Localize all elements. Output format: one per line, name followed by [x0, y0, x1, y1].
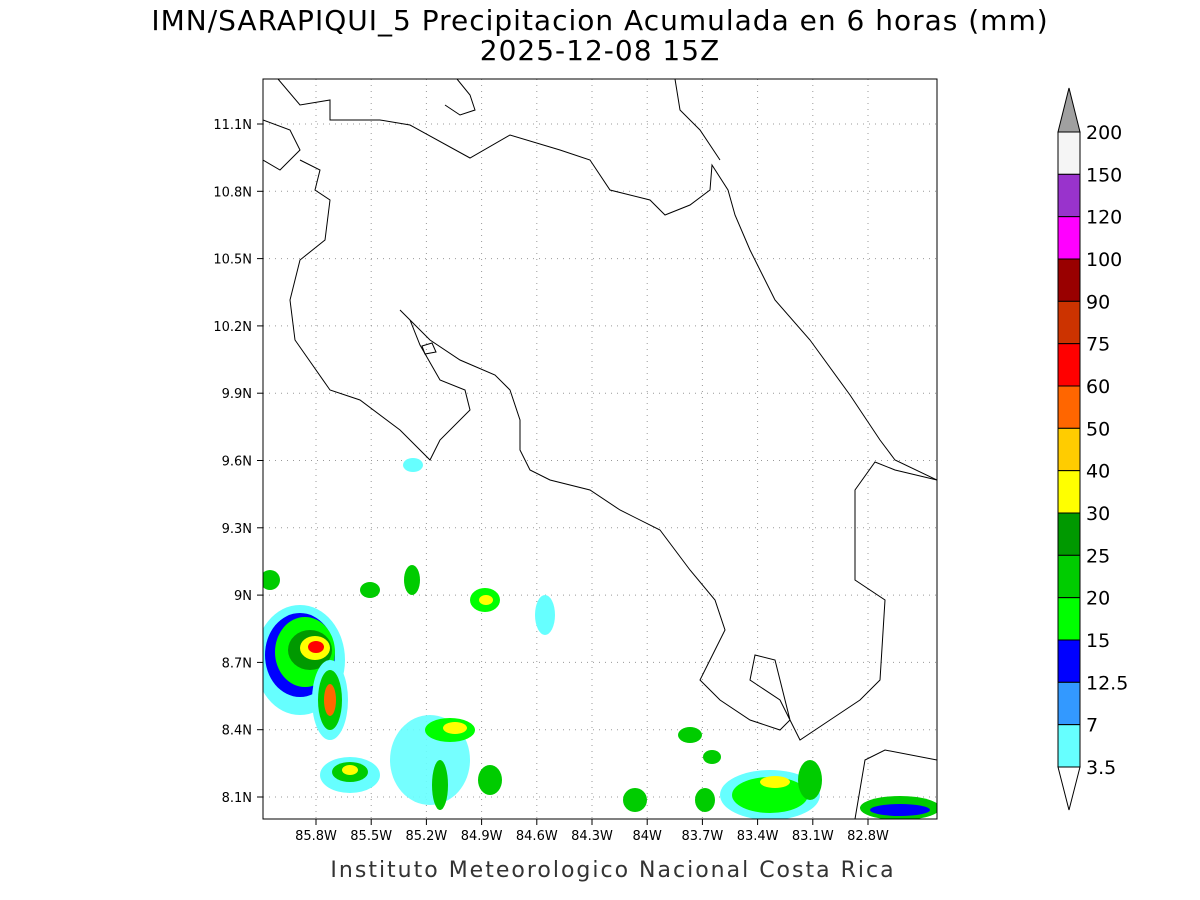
color-box: [1057, 681, 1081, 726]
lat-label: 8.4N: [222, 724, 252, 739]
lat-label: 10.8N: [213, 185, 252, 200]
under-arrow: [1057, 766, 1081, 811]
rain-cell: [263, 458, 937, 819]
colorbar-label: 3.5: [1086, 757, 1116, 779]
colorbar-label: 90: [1086, 291, 1110, 313]
color-box: [1057, 427, 1081, 472]
lat-label: 8.1N: [222, 791, 252, 806]
color-box: [1057, 300, 1081, 345]
precipitation: [263, 458, 937, 819]
lon-label: 85.5W: [350, 829, 392, 844]
color-box: [1057, 385, 1081, 429]
title: IMN/SARAPIQUI_5 Precipitacion Acumulada …: [151, 4, 1048, 37]
map-frame: [262, 78, 938, 820]
lon-label: 82.8W: [847, 829, 889, 844]
subtitle: 2025-12-08 15Z: [480, 34, 720, 67]
lat-label: 9.9N: [222, 387, 252, 402]
lat-label: 8.7N: [222, 656, 252, 671]
color-box: [1057, 173, 1081, 218]
lat-label: 11.1N: [213, 118, 252, 133]
coast: [263, 119, 301, 171]
color-box: [1057, 597, 1081, 641]
colorbar: 200 150 120 100 90 75 60 50 40 30 25 20 15 12.5 7 3.5: [1057, 87, 1128, 811]
colorbar-label: 25: [1086, 545, 1110, 567]
lon-label: 85.8W: [295, 829, 337, 844]
color-box: [1057, 258, 1081, 302]
color-box: [1057, 554, 1081, 599]
lon-label: 84W: [632, 829, 662, 844]
lon-label: 84.3W: [571, 829, 613, 844]
footer: Instituto Meteorologico Nacional Costa R…: [330, 858, 895, 883]
coast: [444, 79, 476, 116]
colorbar-label: 150: [1086, 164, 1122, 186]
colorbar-label: 75: [1086, 334, 1110, 356]
colorbar-label: 12.5: [1086, 672, 1128, 694]
colorbar-label: 20: [1086, 588, 1110, 610]
colorbar-label: 7: [1086, 715, 1098, 737]
colorbar-label: 50: [1086, 418, 1110, 440]
colorbar-label: 30: [1086, 503, 1110, 525]
lon-label: 83.4W: [737, 829, 779, 844]
color-box: [1057, 343, 1081, 387]
colorbar-label: 15: [1086, 630, 1110, 652]
lon-label: 85.2W: [405, 829, 447, 844]
lat-label: 10.5N: [213, 253, 252, 268]
lon-label: 84.9W: [461, 829, 503, 844]
color-box: [1057, 724, 1081, 768]
coast: [277, 79, 937, 481]
lat-label: 9.3N: [222, 522, 252, 537]
coast: [421, 342, 437, 355]
lon-label: 83.1W: [792, 829, 834, 844]
lat-label: 9N: [234, 589, 252, 604]
coast: [674, 79, 721, 161]
coast: [289, 159, 937, 741]
color-box: [1057, 131, 1081, 175]
lat-label: 9.6N: [222, 455, 252, 470]
colorbar-label: 60: [1086, 376, 1110, 398]
grid: 11.1N 10.8N 10.5N 10.2N 9.9N 9.6N 9.3N 9N 8.7N 8.…: [213, 79, 937, 844]
lat-label: 10.2N: [213, 320, 252, 335]
color-box: [1057, 216, 1081, 260]
color-box: [1057, 470, 1081, 514]
color-box: [1057, 512, 1081, 556]
colorbar-label: 100: [1086, 249, 1122, 271]
color-box: [1057, 639, 1081, 683]
lon-label: 84.6W: [516, 829, 558, 844]
over-arrow: [1057, 87, 1081, 133]
lon-label: 83.7W: [681, 829, 723, 844]
coastline: [263, 79, 937, 819]
colorbar-label: 200: [1086, 122, 1122, 144]
colorbar-label: 120: [1086, 207, 1122, 229]
colorbar-label: 40: [1086, 461, 1110, 483]
coast: [854, 749, 937, 819]
